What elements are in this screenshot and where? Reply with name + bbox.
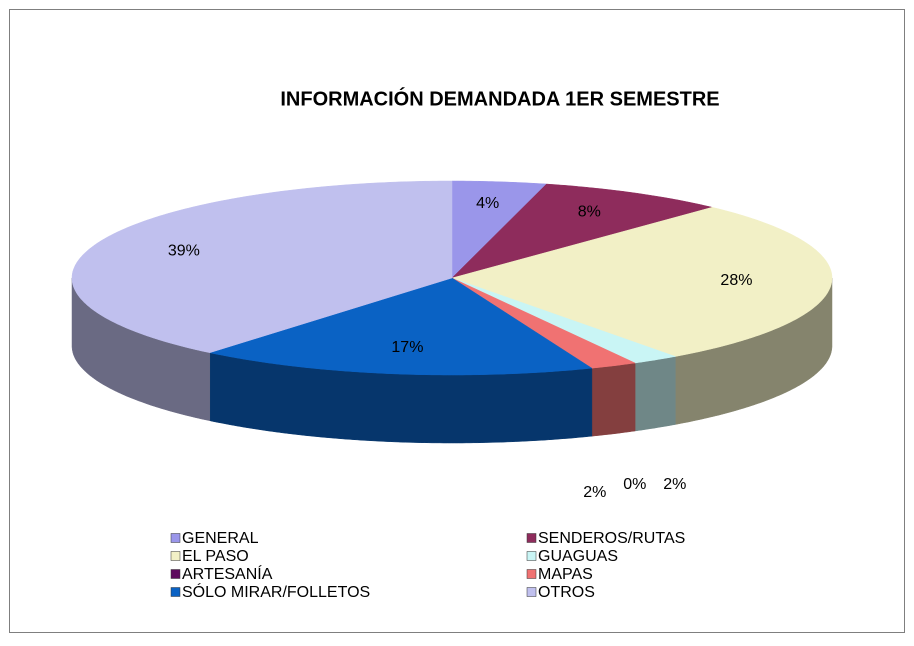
legend-label: EL PASO [182, 548, 249, 565]
legend-label: SENDEROS/RUTAS [538, 530, 685, 547]
legend-swatch [170, 551, 181, 561]
slice-side [591, 362, 636, 437]
legend-swatch [526, 587, 537, 597]
data-label: 4% [476, 195, 499, 212]
legend-swatch [170, 569, 181, 579]
data-label: 17% [391, 339, 423, 356]
data-label: 8% [578, 203, 601, 220]
legend-label: OTROS [538, 584, 595, 601]
data-label: 39% [168, 243, 200, 260]
data-label: 2% [663, 476, 686, 493]
slice [451, 183, 714, 279]
legend-swatch [170, 587, 181, 597]
legend-label: ARTESANÍA [182, 564, 273, 583]
slice [451, 180, 548, 279]
legend-label: SÓLO MIRAR/FOLLETOS [182, 582, 370, 601]
legend-swatch [170, 533, 181, 543]
slice [451, 277, 676, 364]
data-label: 28% [720, 272, 752, 289]
data-label: 0% [623, 476, 646, 493]
legend-swatch [526, 569, 537, 579]
slice [451, 277, 637, 369]
chart-title: INFORMACIÓN DEMANDADA 1ER SEMESTRE [280, 86, 719, 110]
slice-side [634, 356, 676, 432]
data-label: 2% [583, 484, 606, 501]
legend-label: MAPAS [538, 566, 593, 583]
legend-swatch [526, 551, 537, 561]
legend-label: GENERAL [182, 530, 259, 547]
slice [71, 180, 453, 353]
slice [451, 207, 833, 357]
legend-label: GUAGUAS [538, 548, 618, 565]
slice [208, 277, 593, 376]
legend-swatch [526, 533, 537, 543]
